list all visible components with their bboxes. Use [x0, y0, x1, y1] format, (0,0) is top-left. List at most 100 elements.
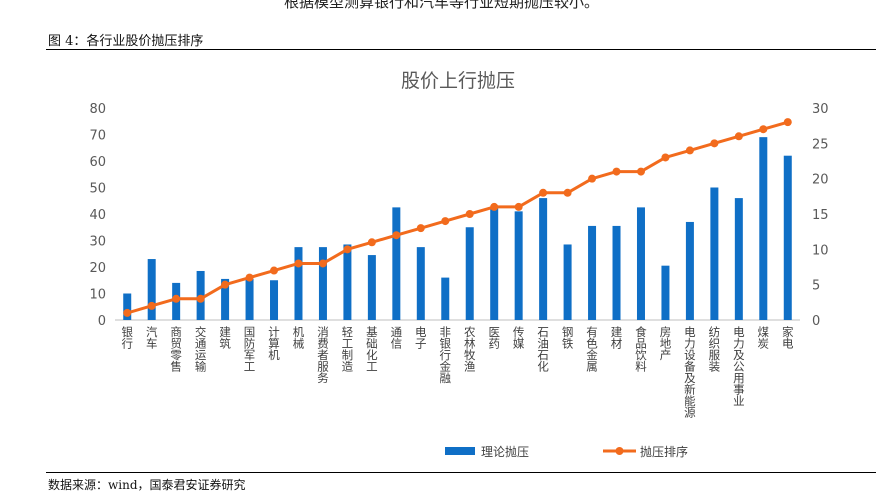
- bar: [710, 187, 719, 320]
- bar: [270, 280, 279, 320]
- left-tick-label: 0: [98, 314, 106, 329]
- bottom-rule: [46, 472, 876, 473]
- rank-point: [172, 294, 181, 303]
- bar: [245, 278, 254, 320]
- left-tick-label: 30: [89, 235, 106, 250]
- category-label: 基础化工: [365, 326, 379, 372]
- right-tick-label: 5: [812, 279, 820, 294]
- rank-point: [636, 167, 645, 176]
- legend: 理论抛压 抛压排序: [445, 444, 688, 459]
- right-tick-label: 10: [812, 243, 829, 258]
- rank-point: [514, 202, 523, 211]
- category-label: 家电: [781, 325, 795, 349]
- rank-point: [612, 167, 621, 176]
- category-label: 消费者服务: [316, 325, 330, 383]
- category-label: 国防军工: [243, 326, 257, 372]
- rank-point: [563, 188, 572, 197]
- category-label: 建材: [610, 325, 624, 349]
- bar: [588, 225, 597, 320]
- legend-bar-swatch: [445, 447, 475, 455]
- rank-point: [416, 224, 425, 233]
- category-label: 房地产: [658, 326, 672, 361]
- bar-series: [123, 137, 792, 320]
- rank-point: [734, 132, 743, 141]
- bar: [759, 137, 768, 320]
- category-labels: 银行 汽车 商贸零售 交通运输 建筑 国防军工 计算机 机械 消费者服务 轻工制造 基础化工 通信 电子…: [120, 325, 795, 419]
- left-tick-label: 40: [89, 208, 106, 223]
- source-note: 数据来源：wind，国泰君安证券研究: [48, 478, 246, 492]
- bar: [318, 247, 327, 320]
- category-label: 通信: [389, 326, 403, 350]
- left-tick-label: 80: [89, 102, 106, 117]
- bar: [783, 155, 792, 320]
- category-label: 交通运输: [194, 325, 208, 373]
- rank-point: [783, 118, 792, 127]
- right-axis: 0 5 10 15 20 25 30: [812, 102, 829, 329]
- category-label: 钢铁: [561, 326, 575, 349]
- intro-sentence: 根据模型测算银行和汽车等行业短期抛压较小。: [283, 0, 599, 11]
- bar: [661, 265, 670, 320]
- rank-point: [710, 139, 719, 148]
- bar: [147, 259, 156, 320]
- rank-point: [759, 125, 768, 134]
- category-label: 有色金属: [585, 325, 599, 373]
- bar: [367, 255, 376, 320]
- rank-point: [294, 259, 303, 268]
- rank-point: [245, 273, 254, 282]
- category-label: 电力及公用事业: [732, 326, 746, 407]
- category-label: 非银行金融: [438, 326, 452, 384]
- bar: [465, 227, 474, 320]
- rank-point: [539, 188, 548, 197]
- bar: [539, 198, 548, 320]
- rank-point: [588, 174, 597, 183]
- bar: [514, 211, 523, 320]
- bar: [441, 277, 450, 320]
- left-tick-label: 70: [89, 129, 106, 144]
- right-tick-label: 25: [812, 137, 829, 152]
- rank-point: [685, 146, 694, 155]
- category-label: 煤炭: [756, 326, 770, 350]
- rank-point: [441, 217, 450, 226]
- chart-title: 股价上行抛压: [401, 70, 515, 92]
- rank-point: [123, 308, 132, 317]
- category-label: 银行: [120, 325, 134, 350]
- category-label: 石油石化: [536, 326, 550, 373]
- top-rule: [46, 49, 876, 50]
- category-label: 轻工制造: [340, 325, 354, 372]
- rank-point: [490, 202, 499, 211]
- left-tick-label: 10: [89, 288, 106, 303]
- bar: [343, 244, 352, 320]
- category-label: 商贸零售: [169, 325, 183, 373]
- bar: [416, 247, 425, 320]
- rank-point: [147, 301, 156, 310]
- legend-bar-label: 理论抛压: [481, 444, 529, 459]
- right-tick-label: 20: [812, 173, 829, 188]
- rank-point: [392, 231, 401, 240]
- rank-point: [270, 266, 279, 275]
- bar: [636, 207, 645, 320]
- figure-title: 图 4：各行业股价抛压排序: [48, 34, 204, 49]
- bar: [221, 278, 230, 320]
- bar: [490, 207, 499, 320]
- bar: [685, 221, 694, 320]
- legend-line-marker: [615, 447, 624, 455]
- category-label: 计算机: [267, 326, 281, 361]
- category-label: 纺织服装: [707, 325, 721, 373]
- bar: [734, 198, 743, 320]
- rank-line: [126, 120, 789, 315]
- rank-point: [343, 245, 352, 254]
- bar: [392, 207, 401, 320]
- legend-line-label: 抛压排序: [640, 444, 688, 459]
- line-series: [123, 118, 792, 317]
- left-tick-label: 60: [89, 155, 106, 170]
- right-tick-label: 0: [812, 314, 820, 329]
- category-label: 建筑: [218, 325, 232, 349]
- rank-point: [367, 238, 376, 247]
- category-label: 农林牧渔: [463, 325, 477, 373]
- category-label: 传媒: [512, 325, 526, 350]
- rank-point: [661, 153, 670, 162]
- rank-point: [318, 259, 327, 268]
- left-tick-label: 20: [89, 261, 106, 276]
- right-tick-label: 30: [812, 102, 829, 117]
